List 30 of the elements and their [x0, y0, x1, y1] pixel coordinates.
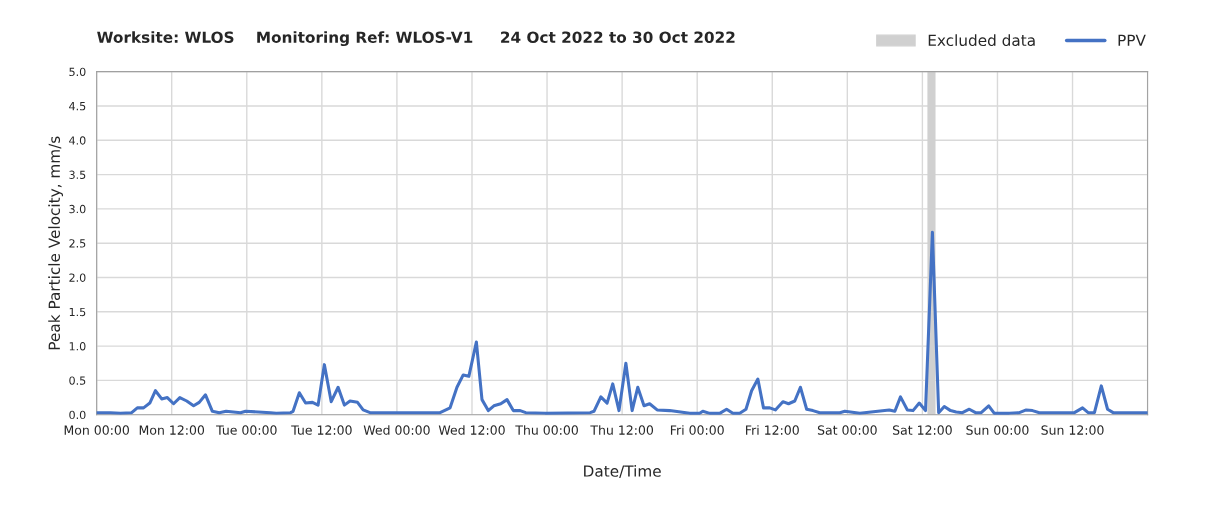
legend-label: PPV	[1118, 34, 1146, 46]
x-tick-label: Sat 00:00	[817, 425, 877, 435]
chart-title: Worksite: WLOS Monitoring Ref: WLOS-V1 24 Oct 2022 to 30 Oct 2022	[97, 31, 735, 47]
x-tick-label: Wed 12:00	[438, 425, 505, 435]
x-tick-label: Wed 00:00	[363, 425, 430, 435]
y-tick-label: 5.0	[69, 67, 86, 77]
y-tick-label: 4.5	[69, 102, 86, 111]
y-tick-label: 3.0	[69, 204, 86, 214]
y-tick-label: 1.0	[69, 342, 86, 351]
y-tick-label: 3.5	[69, 170, 86, 179]
x-tick-label: Mon 12:00	[139, 425, 205, 435]
x-tick-label: Mon 00:00	[64, 425, 129, 435]
x-tick-label: Tue 12:00	[291, 425, 352, 435]
x-tick-label: Tue 00:00	[216, 425, 277, 435]
x-tick-label: Sun 12:00	[1041, 425, 1104, 435]
y-tick-label: 0.0	[69, 410, 86, 420]
x-tick-label: Fri 12:00	[746, 425, 799, 435]
x-tick-label: Thu 00:00	[515, 425, 578, 435]
y-axis-title: Peak Particle Velocity, mm/s	[48, 136, 63, 350]
x-axis-title: Date/Time	[584, 465, 661, 479]
y-tick-label: 2.0	[69, 273, 86, 282]
x-tick-label: Sun 00:00	[966, 425, 1029, 435]
x-tick-label: Sat 12:00	[892, 425, 952, 435]
x-tick-label: Thu 12:00	[590, 425, 654, 435]
y-tick-label: 2.5	[69, 239, 86, 248]
y-tick-label: 4.0	[69, 136, 86, 145]
y-tick-label: 1.5	[69, 307, 86, 317]
y-tick-label: 0.5	[69, 376, 86, 385]
legend-label: Excluded data	[928, 34, 1035, 47]
x-tick-label: Fri 00:00	[670, 425, 724, 435]
